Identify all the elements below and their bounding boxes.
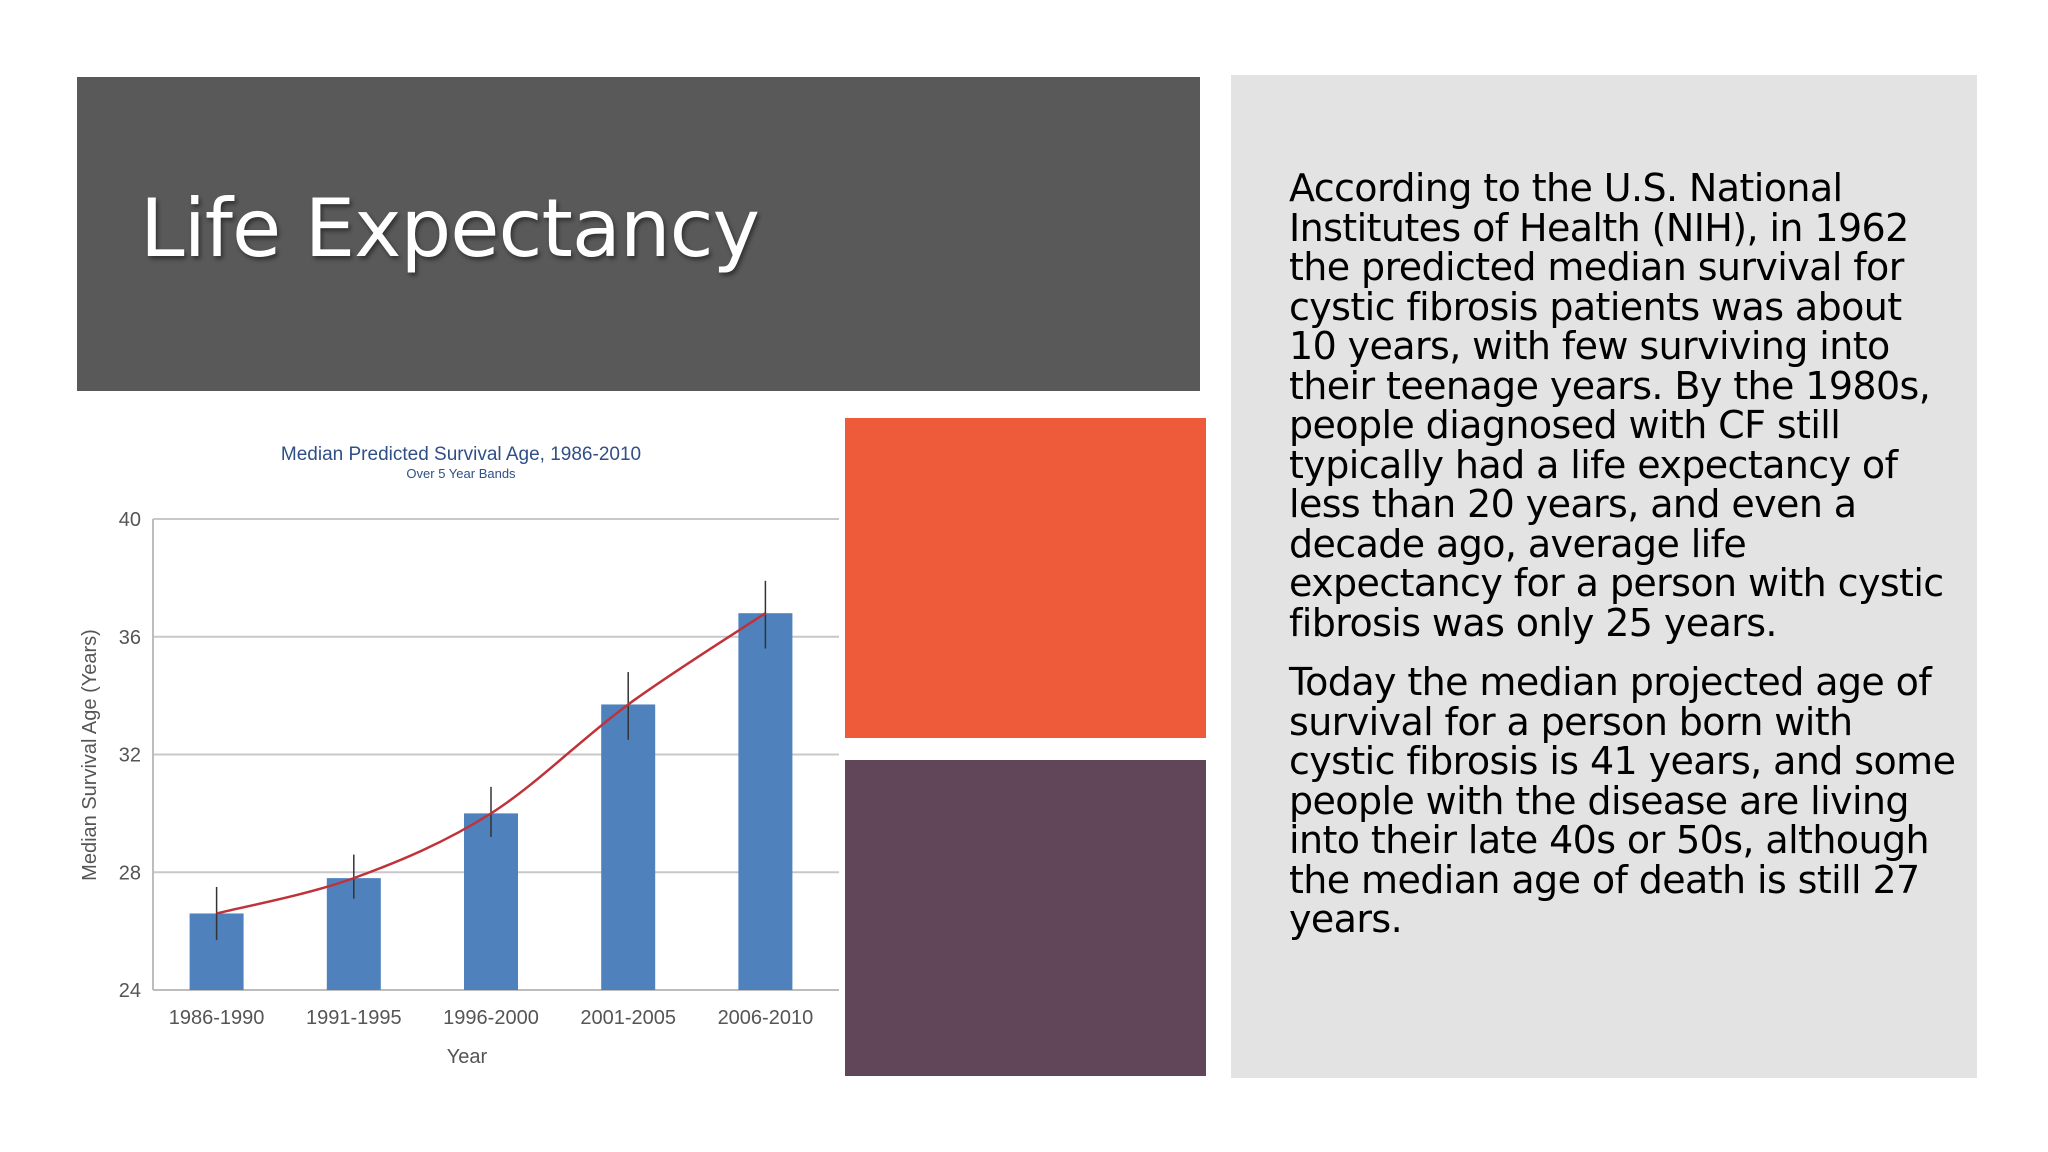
x-tick-label: 1986-1990 — [169, 1007, 265, 1029]
y-axis-label: Median Survival Age (Years) — [79, 629, 101, 881]
y-tick-label: 28 — [119, 862, 141, 884]
x-tick-label: 1996-2000 — [443, 1007, 539, 1029]
text-panel: According to the U.S. National Institute… — [1231, 75, 1977, 1078]
title-panel: Life Expectancy — [77, 77, 1200, 391]
x-tick-label: 2006-2010 — [718, 1007, 814, 1029]
bar — [601, 704, 656, 990]
bar — [738, 613, 793, 990]
orange-accent-block — [845, 418, 1206, 738]
survival-chart: Median Predicted Survival Age, 1986-2010… — [77, 417, 847, 1079]
body-text: According to the U.S. National Institute… — [1289, 166, 1959, 960]
trend-line — [216, 612, 767, 915]
paragraph-history: According to the U.S. National Institute… — [1289, 166, 1944, 645]
plum-accent-block — [845, 760, 1206, 1076]
y-tick-label: 24 — [119, 980, 141, 1002]
chart-title: Median Predicted Survival Age, 1986-2010 — [281, 444, 641, 465]
x-tick-label: 2001-2005 — [580, 1007, 676, 1029]
y-tick-label: 40 — [119, 509, 141, 531]
y-tick-label: 32 — [119, 745, 141, 767]
x-axis-label: Year — [447, 1046, 488, 1068]
chart-subtitle: Over 5 Year Bands — [406, 466, 516, 481]
x-tick-label: 1991-1995 — [306, 1007, 402, 1029]
y-tick-label: 36 — [119, 627, 141, 649]
bar — [464, 813, 518, 990]
paragraph-today: Today the median projected age of surviv… — [1289, 660, 1956, 941]
chart-canvas: Median Predicted Survival Age, 1986-2010… — [79, 444, 839, 1068]
slide-title: Life Expectancy — [140, 182, 760, 275]
